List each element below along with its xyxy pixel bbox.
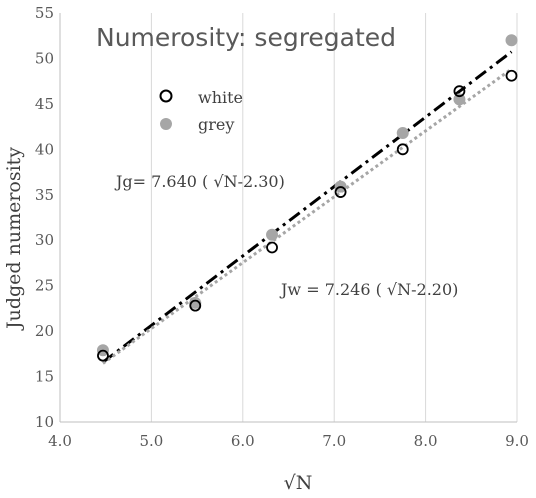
legend-marker-grey xyxy=(160,118,172,130)
fit-line-grey xyxy=(102,50,513,364)
x-tick-label: 6.0 xyxy=(231,432,255,450)
legend-label-white: white xyxy=(198,88,243,107)
point-grey xyxy=(266,228,279,241)
y-axis-title: Judged numerosity xyxy=(3,147,25,331)
point-white xyxy=(505,69,518,82)
x-tick-label: 9.0 xyxy=(505,432,529,450)
data-points xyxy=(96,34,518,362)
y-tick-label: 50 xyxy=(35,49,54,67)
annotation-white-fit: Jw = 7.246 ( √N-2.20) xyxy=(279,280,458,299)
point-grey xyxy=(396,126,409,139)
y-tick-label: 15 xyxy=(35,368,54,386)
y-tick-label: 40 xyxy=(35,140,54,158)
x-tick-label: 5.0 xyxy=(139,432,163,450)
point-white xyxy=(266,241,278,254)
point-white xyxy=(396,143,409,156)
fit-lines xyxy=(102,50,513,365)
y-tick-label: 55 xyxy=(35,4,54,22)
x-tick-label: 7.0 xyxy=(322,432,346,450)
point-white xyxy=(189,299,202,312)
annotation-grey-fit: Jg= 7.640 ( √N-2.30) xyxy=(114,172,285,191)
point-white xyxy=(334,186,347,198)
y-tick-label: 20 xyxy=(35,322,54,340)
y-tick-label: 45 xyxy=(35,95,54,113)
point-grey xyxy=(505,34,518,47)
y-tick-label: 35 xyxy=(35,186,54,204)
point-grey xyxy=(189,296,202,309)
legend-marker-white xyxy=(159,89,173,103)
y-tick-label: 25 xyxy=(35,277,54,295)
legend: white grey xyxy=(159,88,243,134)
axes: 4.0 5.0 6.0 7.0 8.0 9.0 10 15 20 25 30 35 40 45 50 55 xyxy=(35,4,529,450)
x-tick-label: 4.0 xyxy=(48,432,72,450)
point-grey xyxy=(453,93,466,106)
legend-label-grey: grey xyxy=(198,115,234,134)
x-tick-label: 8.0 xyxy=(414,432,438,450)
y-tick-label: 10 xyxy=(35,413,54,431)
point-white xyxy=(453,85,466,98)
chart-title: Numerosity: segregated xyxy=(96,23,396,52)
point-white xyxy=(97,349,109,362)
gridlines xyxy=(150,13,518,422)
x-axis-title: √N xyxy=(284,472,313,494)
y-tick-label: 30 xyxy=(35,231,54,249)
fit-line-white xyxy=(102,67,513,365)
